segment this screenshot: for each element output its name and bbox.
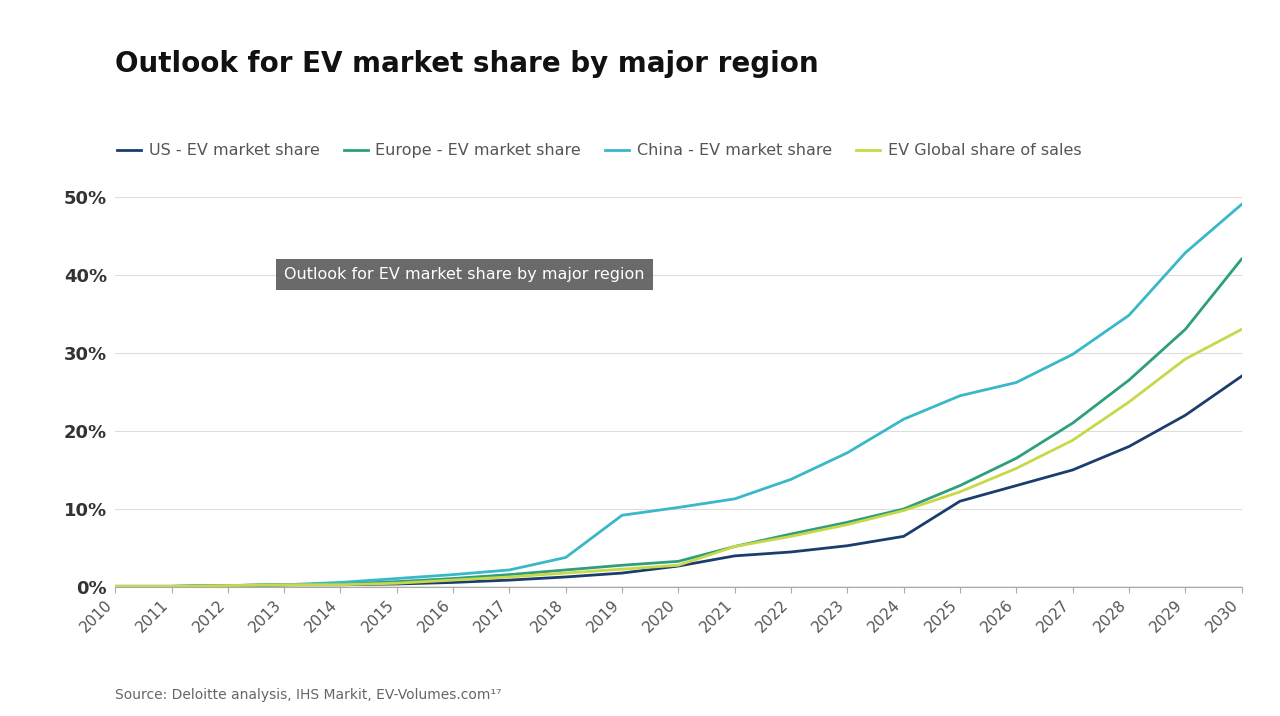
Text: Outlook for EV market share by major region: Outlook for EV market share by major reg… <box>284 267 645 282</box>
Legend: US - EV market share, Europe - EV market share, China - EV market share, EV Glob: US - EV market share, Europe - EV market… <box>110 137 1088 165</box>
Text: Outlook for EV market share by major region: Outlook for EV market share by major reg… <box>115 50 819 78</box>
Text: Source: Deloitte analysis, IHS Markit, EV-Volumes.com¹⁷: Source: Deloitte analysis, IHS Markit, E… <box>115 687 502 702</box>
